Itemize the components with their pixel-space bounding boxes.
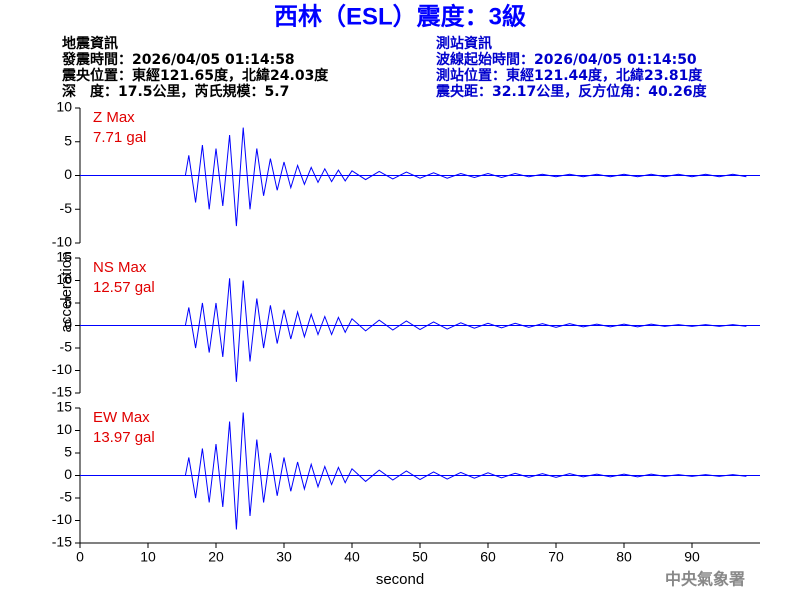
info-line: 測站位置：東經121.44度，北緯23.81度 [436,67,703,84]
max-label: NS Max [93,259,147,276]
y-tick-label: 0 [64,466,72,482]
waveform [80,127,747,227]
y-tick-label: -5 [60,200,73,216]
y-tick-label: -5 [60,339,73,355]
x-tick-label: 70 [548,549,564,565]
info-line: 地震資訊 [62,35,118,52]
info-line: 波線起始時間：2026/04/05 01:14:50 [436,51,697,68]
y-tick-label: -15 [52,534,72,550]
y-tick-label: -15 [52,384,72,400]
footer: 中央氣象署 [665,570,745,589]
x-tick-label: 20 [208,549,224,565]
x-tick-label: 80 [616,549,632,565]
x-tick-label: 10 [140,549,156,565]
info-line: 震央位置：東經121.65度，北緯24.03度 [61,67,329,84]
y-tick-label: 5 [64,294,72,310]
y-axis-title: acceleration [58,252,75,333]
max-label: 12.57 gal [93,279,155,296]
x-tick-label: 90 [684,549,700,565]
x-tick-label: 60 [480,549,496,565]
y-tick-label: -10 [52,511,72,527]
x-tick-label: 50 [412,549,428,565]
info-line: 深 度：17.5公里，芮氏規模：5.7 [62,83,289,100]
y-tick-label: 10 [56,421,72,437]
info-line: 震央距：32.17公里，反方位角：40.26度 [435,83,708,100]
max-label: 13.97 gal [93,429,155,446]
y-tick-label: -5 [60,489,73,505]
y-tick-label: 5 [64,132,72,148]
x-tick-label: 0 [76,549,84,565]
y-tick-label: 0 [64,166,72,182]
chart-title: 西林（ESL）震度：3級 [274,2,526,30]
info-line: 測站資訊 [436,35,492,52]
y-tick-label: 15 [56,249,72,265]
max-label: Z Max [93,109,135,126]
max-label: 7.71 gal [93,129,146,146]
y-tick-label: 5 [64,444,72,460]
x-axis-title: second [376,571,424,588]
y-tick-label: -10 [52,234,72,250]
y-tick-label: 0 [64,316,72,332]
y-tick-label: -10 [52,361,72,377]
waveform [80,278,747,382]
max-label: EW Max [93,409,150,426]
y-tick-label: 10 [56,271,72,287]
y-tick-label: 10 [56,99,72,115]
waveform [80,412,747,530]
info-line: 發震時間：2026/04/05 01:14:58 [61,51,295,68]
x-tick-label: 30 [276,549,292,565]
x-tick-label: 40 [344,549,360,565]
y-tick-label: 15 [56,399,72,415]
